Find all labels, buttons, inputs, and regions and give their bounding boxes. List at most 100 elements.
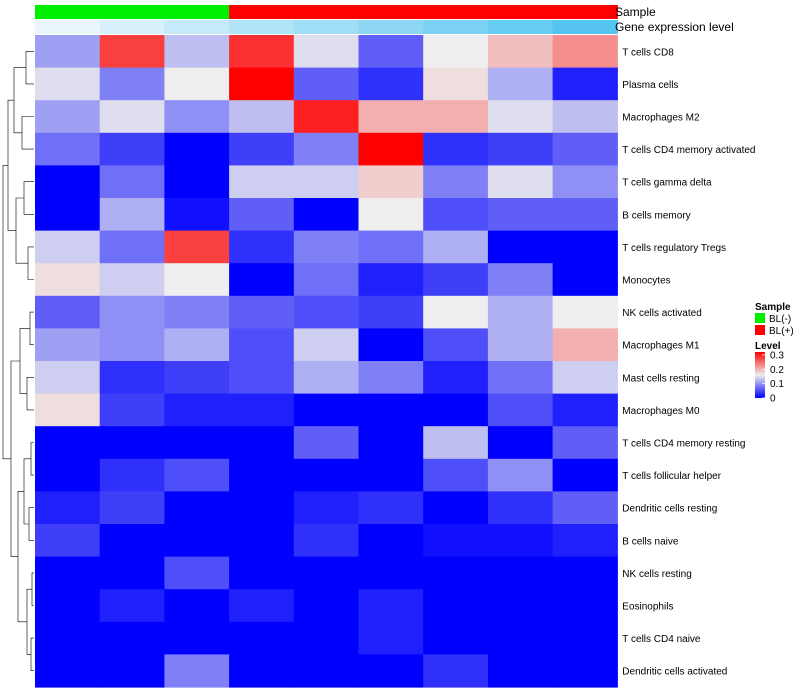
heatmap-cell <box>164 165 230 199</box>
heatmap-cell <box>358 230 424 264</box>
heatmap-cell <box>99 556 165 590</box>
heatmap-cell <box>164 458 230 492</box>
row-label: NK cells resting <box>622 569 691 580</box>
heatmap-cell <box>35 100 101 134</box>
heatmap-cell <box>358 361 424 395</box>
heatmap-cell <box>293 67 360 101</box>
heatmap-cell <box>423 263 489 297</box>
heatmap-cell <box>35 654 101 688</box>
heatmap-cell <box>293 263 360 297</box>
heatmap-cell <box>99 263 165 297</box>
heatmap-cell <box>35 132 101 166</box>
heatmap-cell <box>99 165 165 199</box>
heatmap-cell <box>35 556 101 590</box>
heatmap-cell <box>164 132 230 166</box>
heatmap-cell <box>487 393 554 427</box>
legend-sample-swatch <box>755 325 765 335</box>
heatmap-cell <box>423 67 489 101</box>
heatmap-cell <box>99 491 165 525</box>
heatmap-cell <box>293 295 360 329</box>
heatmap-cell <box>552 393 618 427</box>
heatmap-cell <box>487 361 554 395</box>
heatmap-cell <box>487 589 554 623</box>
heatmap-cell <box>358 67 424 101</box>
heatmap-cell <box>552 165 618 199</box>
sample-annotation-cell <box>293 5 360 19</box>
heatmap-cell <box>423 654 489 688</box>
expression-annotation-cell <box>552 20 618 34</box>
expression-annotation-cell <box>229 20 295 34</box>
heatmap-cell <box>487 621 554 655</box>
heatmap-cell <box>35 426 101 460</box>
dendrogram-branch <box>25 51 34 85</box>
legend-level-colorbar <box>755 352 765 398</box>
row-label: B cells naive <box>622 536 679 547</box>
heatmap-cell <box>293 132 360 166</box>
legend-level-tick-label: 0.3 <box>770 350 784 361</box>
heatmap-cell <box>552 328 618 362</box>
sample-annotation-cell <box>423 5 489 19</box>
heatmap-cell <box>487 230 554 264</box>
heatmap-cell <box>229 295 295 329</box>
heatmap-cell <box>552 458 618 492</box>
dendrogram-branch <box>27 246 34 280</box>
heatmap-cell <box>229 100 295 134</box>
dendrogram-branch <box>30 637 34 671</box>
heatmap-cell <box>99 100 165 134</box>
heatmap-cell <box>552 426 618 460</box>
row-label: Macrophages M1 <box>622 341 700 352</box>
heatmap-cell <box>99 393 165 427</box>
sample-annotation-cell <box>99 5 165 19</box>
heatmap-cell <box>552 621 618 655</box>
heatmap-cell <box>552 654 618 688</box>
heatmap-cell <box>35 67 101 101</box>
sample-annotation-cell <box>35 5 101 19</box>
dendrogram-branch <box>26 377 34 411</box>
heatmap-cell <box>358 100 424 134</box>
heatmap-cell <box>358 654 424 688</box>
sample-annotation-cell <box>229 5 295 19</box>
heatmap-cell <box>35 393 101 427</box>
heatmap-cell <box>164 100 230 134</box>
heatmap-cell <box>164 491 230 525</box>
heatmap-cell <box>35 524 101 558</box>
heatmap-cell <box>164 393 230 427</box>
heatmap-cell <box>35 328 101 362</box>
heatmap-cell <box>293 556 360 590</box>
heatmap-cell <box>229 361 295 395</box>
heatmap-cell <box>229 328 295 362</box>
heatmap-cell <box>552 263 618 297</box>
heatmap-cell <box>423 589 489 623</box>
heatmap-cell <box>487 524 554 558</box>
heatmap-cell <box>423 426 489 460</box>
heatmap-cell <box>99 295 165 329</box>
heatmap-cell <box>358 263 424 297</box>
heatmap-cell <box>229 35 295 69</box>
heatmap-cell <box>487 100 554 134</box>
heatmap-cell <box>552 35 618 69</box>
heatmap-cell <box>99 35 165 69</box>
heatmap-cell <box>229 589 295 623</box>
heatmap-cell <box>358 393 424 427</box>
heatmap-cell <box>487 132 554 166</box>
heatmap-cell <box>552 132 618 166</box>
expression-annotation-cell <box>487 20 554 34</box>
heatmap-cell <box>99 458 165 492</box>
heatmap-cell <box>552 491 618 525</box>
heatmap-cell <box>358 426 424 460</box>
dendrogram-branch <box>17 491 27 623</box>
heatmap-cell <box>293 426 360 460</box>
dendrogram-branch <box>19 328 30 394</box>
row-label: Eosinophils <box>622 602 673 613</box>
legend-sample-swatch <box>755 313 765 323</box>
dendrogram-branch <box>29 311 34 345</box>
row-label: B cells memory <box>622 210 690 221</box>
heatmap-cell <box>423 165 489 199</box>
heatmap-cell <box>35 165 101 199</box>
heatmap-cell <box>35 589 101 623</box>
dendrogram-branch <box>31 572 34 606</box>
heatmap-cell <box>99 328 165 362</box>
heatmap-cell <box>229 230 295 264</box>
row-label: Macrophages M0 <box>622 406 700 417</box>
